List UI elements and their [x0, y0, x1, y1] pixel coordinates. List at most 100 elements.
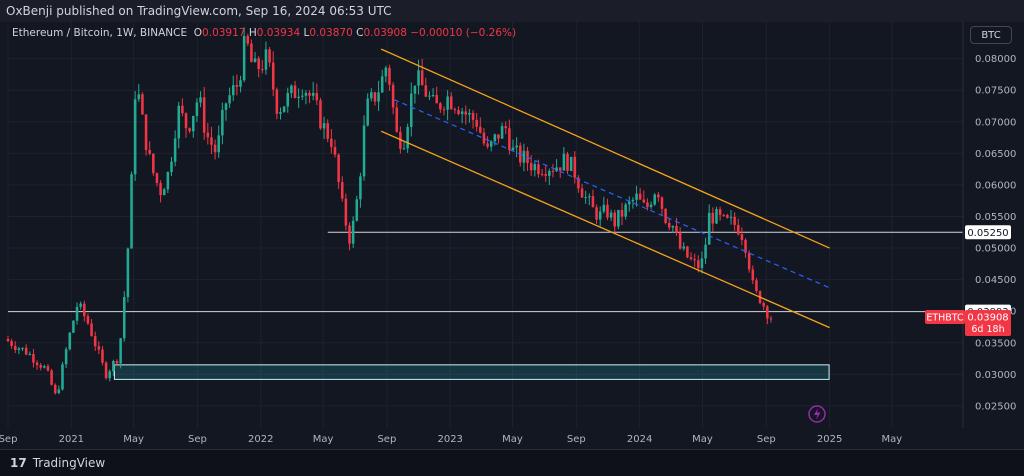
price-tick-label: 0.05500 [975, 212, 1016, 223]
price-tick-label: 0.07000 [975, 117, 1016, 128]
candle-body [162, 189, 166, 196]
candle-body [522, 150, 526, 163]
candle-body [704, 244, 707, 259]
candle-body [119, 338, 122, 364]
candle-body [228, 95, 231, 104]
candle-body [370, 92, 373, 99]
symbol-tag-text: ETHBTC [926, 312, 964, 323]
candle-body [697, 260, 700, 269]
symbol-legend: Ethereum / Bitcoin, 1W, BINANCE O0.03917… [12, 27, 516, 39]
currency-button[interactable]: BTC [970, 26, 1012, 44]
candle-body [17, 348, 21, 350]
last-price-tag [965, 309, 1011, 336]
candle-body [736, 224, 740, 235]
change-value: −0.00010 (−0.26%) [410, 27, 517, 39]
candle-body [330, 138, 333, 148]
candle-body [566, 153, 569, 171]
candle-body [475, 119, 478, 127]
candle-body [493, 134, 497, 142]
candle-body [290, 85, 293, 94]
candle-body [319, 100, 322, 129]
candle-body [253, 58, 257, 63]
candle-body [682, 246, 686, 249]
time-tick-label: May [502, 434, 523, 445]
candle-body [449, 96, 453, 110]
support-zone [113, 364, 830, 380]
candle-body [649, 204, 653, 208]
candle-body [271, 62, 275, 90]
candle-body [657, 194, 660, 198]
candle-body [402, 148, 406, 150]
candle-body [10, 341, 13, 347]
candle-body [297, 96, 300, 98]
candle-body [130, 174, 133, 249]
candle-body [144, 114, 148, 150]
candle-body [609, 212, 613, 218]
symbol-name[interactable]: Ethereum / Bitcoin, 1W, BINANCE [12, 27, 188, 39]
candle-body [355, 199, 359, 221]
candle-body [722, 214, 726, 216]
lightning-icon[interactable] [808, 405, 826, 423]
close-label: C [356, 27, 364, 39]
candle-body [279, 112, 282, 114]
candle-body [464, 111, 468, 115]
candle-body [235, 85, 239, 87]
candle-body [413, 85, 417, 94]
candle-body [595, 207, 598, 220]
candle-body [675, 225, 678, 233]
candle-body [344, 198, 348, 226]
candle-body [431, 95, 435, 97]
candle-body [551, 170, 555, 172]
candle-body [577, 177, 580, 189]
channel-lower-line [380, 130, 830, 329]
brand-name[interactable]: TradingView [32, 456, 106, 470]
candle-body [351, 220, 355, 244]
candle-body [206, 132, 210, 138]
candle-body [75, 306, 79, 321]
candle-body [569, 156, 573, 171]
candle-body [388, 67, 391, 85]
candle-body [486, 143, 489, 147]
candle-body [500, 126, 504, 139]
candle-body [24, 347, 28, 355]
candle-body [667, 222, 671, 228]
candle-body [613, 212, 617, 227]
candle-body [366, 98, 369, 126]
candle-body [471, 112, 475, 120]
candle-body [301, 95, 304, 97]
candle-body [558, 167, 562, 171]
candle-body [755, 280, 758, 292]
candle-body [555, 167, 558, 172]
time-tick-label: May [692, 434, 713, 445]
candle-body [588, 196, 591, 198]
open-label: O [193, 27, 203, 39]
candle-body [380, 76, 384, 93]
candle-body [544, 174, 547, 176]
candle-body [224, 103, 228, 110]
candle-body [261, 69, 264, 71]
candle-body [627, 201, 631, 205]
candle-body [286, 93, 290, 107]
candle-body [35, 362, 39, 366]
candle-body [79, 303, 82, 307]
candle-body [311, 92, 315, 96]
price-tick-label: 0.08000 [975, 54, 1016, 65]
candle-body [689, 257, 693, 260]
tradingview-logo-icon[interactable]: 17 [10, 456, 27, 470]
price-tick-label: 0.06000 [975, 180, 1016, 191]
channel-upper-line [380, 48, 830, 249]
candle-body [239, 80, 242, 87]
candle-body [468, 112, 471, 115]
candle-body [68, 332, 72, 350]
channel-midline [393, 99, 830, 289]
candle-body [13, 346, 17, 350]
candle-body [126, 248, 130, 298]
high-label: H [248, 27, 257, 39]
candle-body [359, 176, 362, 200]
candle-body [718, 209, 722, 215]
candle-body [43, 366, 46, 368]
candle-body [453, 109, 457, 111]
candle-body [762, 303, 765, 307]
candle-body [268, 49, 271, 63]
